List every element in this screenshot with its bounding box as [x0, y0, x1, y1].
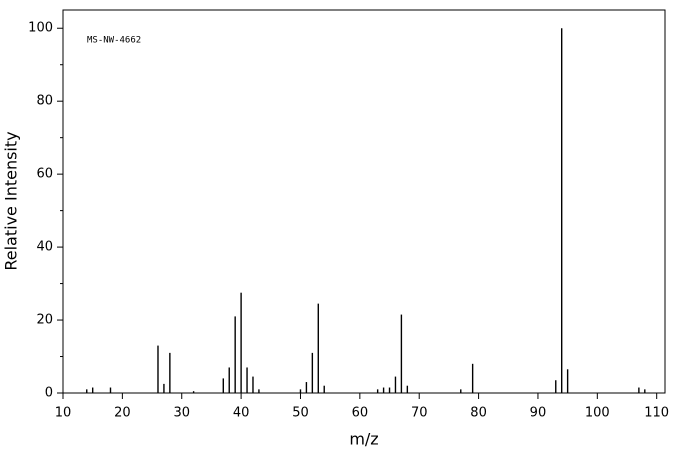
x-tick-label: 20: [114, 406, 131, 421]
x-tick-label: 40: [233, 406, 250, 421]
y-tick-label: 100: [28, 21, 53, 36]
x-tick-label: 100: [585, 406, 610, 421]
annotation: MS-NW-4662: [87, 36, 141, 46]
x-axis-title: m/z: [349, 430, 378, 449]
x-tick-label: 50: [292, 406, 309, 421]
plot-frame: [62, 9, 666, 394]
y-tick-label: 80: [36, 94, 53, 109]
x-tick-label: 30: [173, 406, 190, 421]
x-tick-label: 80: [470, 406, 487, 421]
x-tick-label: 60: [352, 406, 369, 421]
y-axis-title: Relative Intensity: [2, 131, 21, 270]
x-tick-label: 90: [530, 406, 547, 421]
x-tick-label: 110: [644, 406, 669, 421]
x-tick-label: 70: [411, 406, 428, 421]
y-tick-label: 60: [36, 167, 53, 182]
x-tick-label: 10: [55, 406, 72, 421]
y-tick-label: 40: [36, 240, 53, 255]
y-tick-label: 0: [45, 386, 53, 401]
y-tick-label: 20: [36, 313, 53, 328]
